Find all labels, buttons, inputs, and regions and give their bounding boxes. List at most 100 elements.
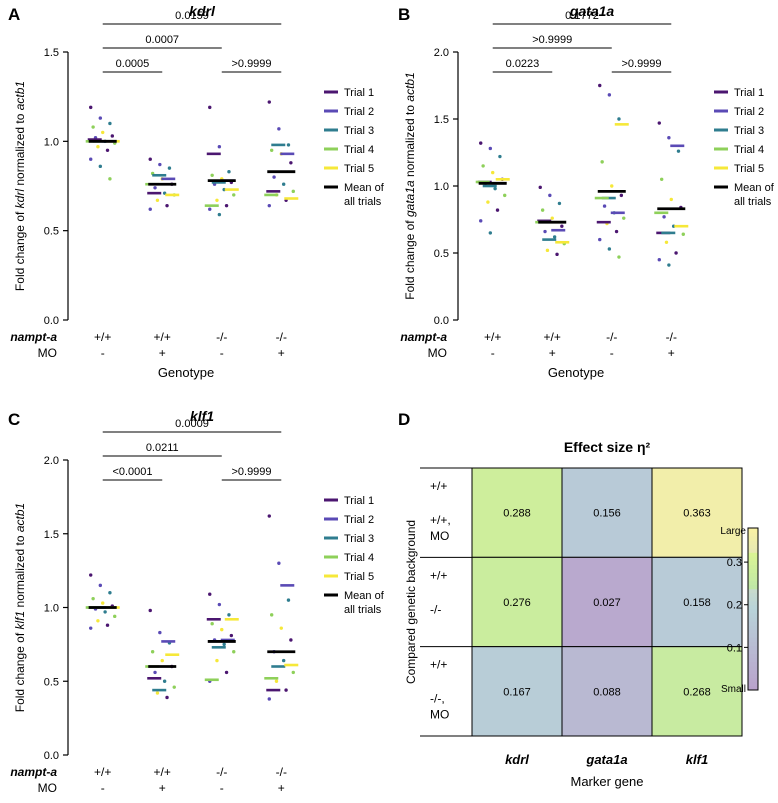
- heatmap-cell: [561, 556, 653, 648]
- data-point: [674, 251, 678, 255]
- heatmap-cell-value: 0.276: [503, 597, 531, 609]
- data-point: [96, 144, 100, 149]
- y-tick-label: 2.0: [434, 47, 449, 59]
- data-point: [545, 248, 550, 253]
- y-axis-label-part: actb1: [403, 72, 417, 101]
- genotype-label: +/+: [94, 765, 111, 779]
- data-point: [281, 658, 286, 663]
- chart-title: Effect size η²: [564, 439, 651, 455]
- data-point: [669, 197, 673, 202]
- colorbar-segment: [748, 637, 758, 642]
- legend-label: Trial 2: [344, 514, 374, 526]
- y-tick-label: 1.5: [44, 529, 59, 541]
- data-point: [289, 638, 293, 642]
- heatmap-cell-value: 0.158: [683, 597, 711, 609]
- y-axis-label-part: actb1: [13, 503, 27, 532]
- data-point: [98, 164, 103, 169]
- y-tick-label: 1.5: [44, 47, 59, 59]
- colorbar-segment: [748, 649, 758, 655]
- colorbar-segment: [748, 560, 758, 565]
- panel-d: D Effect size η² 0.288 0.156 0.363 +/+ +/+, MO 0…: [398, 410, 759, 789]
- data-point: [486, 200, 490, 204]
- legend-label: Trial 2: [344, 106, 374, 118]
- legend-label: Trial 4: [344, 144, 374, 156]
- data-point: [274, 679, 279, 683]
- data-point: [222, 642, 226, 647]
- colorbar-segment: [748, 552, 758, 557]
- data-point: [619, 193, 624, 198]
- data-point: [101, 130, 105, 135]
- y-tick-label: 2.0: [44, 455, 59, 467]
- data-point: [224, 670, 229, 675]
- genotype-label: +/+: [544, 330, 561, 344]
- genotype-label: +/+: [94, 330, 111, 344]
- colorbar-segment: [748, 600, 758, 606]
- comparison-p-value: 0.1772: [565, 10, 599, 22]
- data-point: [614, 229, 619, 234]
- y-axis-label-part: actb1: [13, 81, 27, 110]
- comparison-p-value: >0.9999: [231, 466, 271, 478]
- heatmap-cell-value: 0.088: [593, 686, 621, 698]
- comparison-p-value: <0.0001: [112, 466, 152, 478]
- data-point: [277, 561, 281, 565]
- heatmap-cell: [561, 467, 653, 558]
- y-axis-label-part: normalized to: [13, 532, 27, 611]
- data-point: [667, 263, 671, 267]
- mo-label: +: [668, 346, 675, 360]
- y-tick-label: 0.5: [434, 248, 449, 260]
- data-point: [540, 208, 545, 212]
- data-point: [495, 208, 500, 212]
- x-axis-label: Marker gene: [571, 774, 644, 789]
- data-point: [543, 229, 547, 234]
- colorbar-segment: [748, 673, 758, 679]
- data-point: [210, 622, 214, 626]
- colorbar-segment: [748, 677, 758, 683]
- colorbar-segment: [748, 661, 758, 667]
- colorbar-segment: [748, 629, 758, 634]
- data-point: [664, 240, 669, 244]
- genotype-label: -/-: [216, 765, 227, 779]
- legend-label: Trial 5: [734, 163, 764, 175]
- data-point: [555, 252, 559, 257]
- mo-label: -: [101, 781, 105, 795]
- data-point: [269, 148, 274, 152]
- data-point: [552, 235, 557, 239]
- data-point: [662, 215, 666, 219]
- data-point: [148, 157, 152, 161]
- colorbar-segment: [748, 548, 758, 553]
- data-point: [162, 679, 167, 683]
- comparison-p-value: 0.0159: [175, 10, 209, 22]
- genotype-label: -/-: [276, 330, 287, 344]
- genotype-label: +/+: [154, 765, 171, 779]
- colorbar-segment: [748, 613, 758, 618]
- data-point: [224, 203, 229, 208]
- colorbar-top-label: Large: [720, 526, 746, 537]
- heatmap-cell-value: 0.268: [683, 686, 711, 698]
- colorbar-segment: [748, 556, 758, 561]
- y-axis-label-part: klf1: [13, 611, 27, 630]
- legend-label: Mean of: [344, 590, 385, 602]
- y-tick-label: 0.0: [44, 315, 59, 327]
- data-point: [167, 166, 172, 170]
- data-point: [286, 598, 291, 602]
- data-point: [277, 127, 281, 131]
- colorbar-segment: [748, 528, 758, 533]
- colorbar-tick-label: 0.1: [727, 642, 742, 654]
- data-point: [267, 697, 271, 701]
- colorbar-segment: [748, 572, 758, 578]
- data-point: [210, 173, 214, 177]
- chart-title: gata1a: [569, 3, 615, 19]
- genotype-label: +/+: [484, 330, 501, 344]
- data-point: [269, 613, 274, 617]
- panel-letter: C: [8, 410, 20, 429]
- data-point: [98, 116, 103, 120]
- colorbar-segment: [748, 645, 758, 650]
- legend-label: Trial 5: [344, 571, 374, 583]
- data-point: [479, 219, 483, 223]
- legend-label: Trial 5: [344, 163, 374, 175]
- legend-label: Trial 4: [734, 144, 764, 156]
- row-label-top: +/+: [430, 658, 447, 672]
- data-point: [560, 224, 564, 228]
- legend-label: Trial 1: [344, 87, 374, 99]
